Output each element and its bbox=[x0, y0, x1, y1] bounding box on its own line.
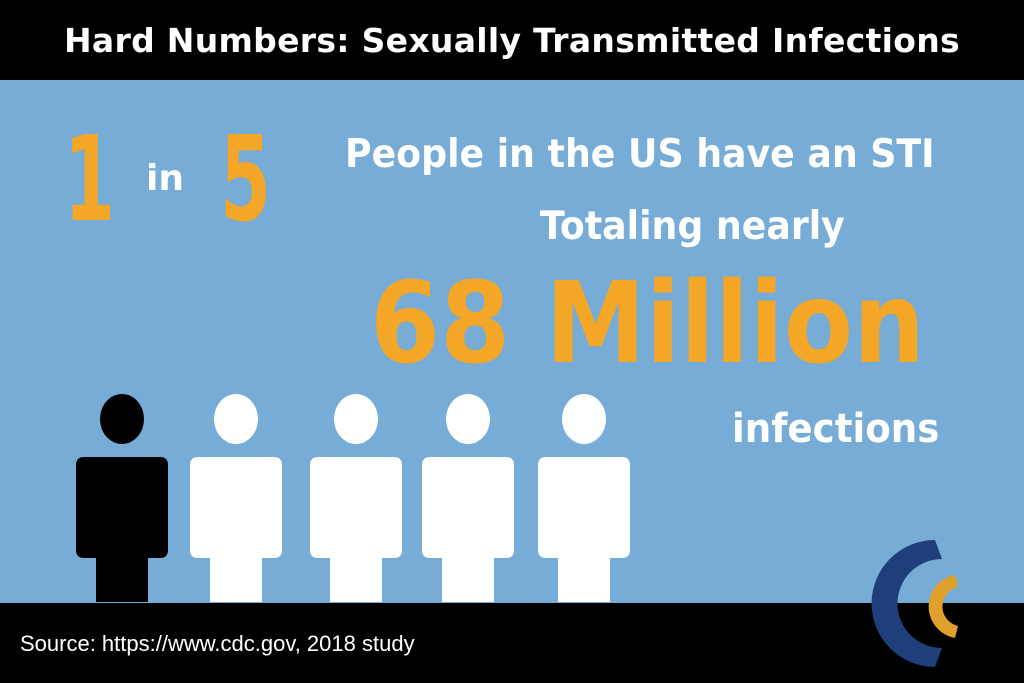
header-bar: Hard Numbers: Sexually Transmitted Infec… bbox=[0, 0, 1024, 80]
person-icon bbox=[76, 394, 168, 602]
person-icon bbox=[310, 394, 402, 602]
person-icon bbox=[190, 394, 282, 602]
ratio-connector: in bbox=[146, 158, 184, 199]
source-citation: Source: https://www.cdc.gov, 2018 study bbox=[20, 631, 415, 656]
infections-label: infections bbox=[732, 406, 940, 452]
person-icon bbox=[538, 394, 630, 602]
ratio-numerator: 1 bbox=[64, 110, 115, 248]
ratio-denominator: 5 bbox=[220, 110, 271, 248]
page-title: Hard Numbers: Sexually Transmitted Infec… bbox=[64, 20, 960, 60]
person-icon bbox=[422, 394, 514, 602]
brand-logo-icon bbox=[871, 540, 958, 667]
infographic-panel: 1 in 5 People in the US have an STI Tota… bbox=[0, 80, 1024, 603]
big-stat: 68 Million bbox=[370, 259, 925, 389]
totaling-line: Totaling nearly bbox=[540, 204, 845, 249]
statement-line: People in the US have an STI bbox=[345, 132, 935, 177]
footer-bar: Source: https://www.cdc.gov, 2018 study bbox=[0, 603, 1024, 683]
